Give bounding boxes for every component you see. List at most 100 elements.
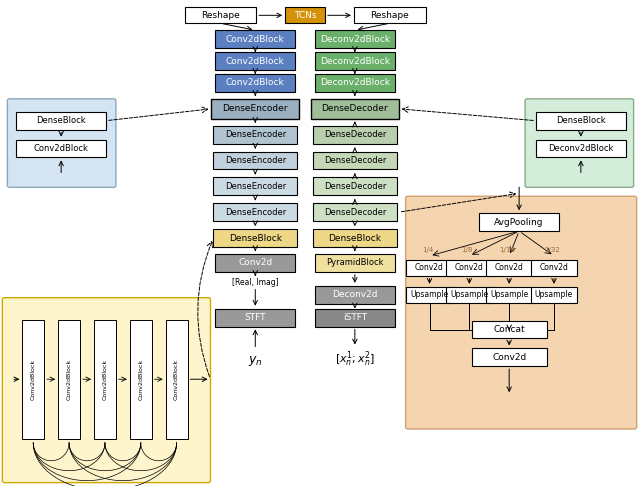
FancyBboxPatch shape xyxy=(214,203,297,221)
FancyBboxPatch shape xyxy=(446,260,493,276)
Text: Upsample: Upsample xyxy=(450,290,488,299)
FancyBboxPatch shape xyxy=(22,319,44,439)
Text: Deconv2dBlock: Deconv2dBlock xyxy=(320,78,390,88)
FancyBboxPatch shape xyxy=(216,52,295,70)
FancyBboxPatch shape xyxy=(285,7,325,23)
Text: Upsample: Upsample xyxy=(535,290,573,299)
FancyBboxPatch shape xyxy=(216,254,295,272)
FancyBboxPatch shape xyxy=(315,52,395,70)
Text: Conv2dBlock: Conv2dBlock xyxy=(102,358,108,400)
Text: 1/8: 1/8 xyxy=(461,247,473,253)
FancyBboxPatch shape xyxy=(406,260,453,276)
FancyBboxPatch shape xyxy=(313,126,397,144)
Text: Conv2dBlock: Conv2dBlock xyxy=(67,358,72,400)
Text: DenseBlock: DenseBlock xyxy=(556,116,605,125)
Text: TCNs: TCNs xyxy=(294,11,316,20)
FancyBboxPatch shape xyxy=(17,140,106,157)
FancyBboxPatch shape xyxy=(313,177,397,195)
Text: STFT: STFT xyxy=(244,313,266,322)
FancyBboxPatch shape xyxy=(315,74,395,92)
Text: Reshape: Reshape xyxy=(201,11,240,20)
FancyBboxPatch shape xyxy=(216,309,295,326)
Text: iSTFT: iSTFT xyxy=(343,313,367,322)
Text: Conv2dBlock: Conv2dBlock xyxy=(174,358,179,400)
FancyBboxPatch shape xyxy=(17,112,106,130)
Text: DenseDecoder: DenseDecoder xyxy=(321,104,388,113)
FancyBboxPatch shape xyxy=(313,151,397,169)
FancyBboxPatch shape xyxy=(214,126,297,144)
Text: Deconv2dBlock: Deconv2dBlock xyxy=(320,35,390,44)
Text: [Real, Imag]: [Real, Imag] xyxy=(232,278,278,287)
Text: Deconv2dBlock: Deconv2dBlock xyxy=(548,144,614,153)
Text: Conv2d: Conv2d xyxy=(495,263,524,272)
FancyBboxPatch shape xyxy=(216,30,295,48)
FancyBboxPatch shape xyxy=(472,320,547,338)
Text: Conv2dBlock: Conv2dBlock xyxy=(31,358,36,400)
Text: DenseEncoder: DenseEncoder xyxy=(223,104,288,113)
Text: Conv2dBlock: Conv2dBlock xyxy=(226,56,285,66)
Text: Conv2d: Conv2d xyxy=(540,263,568,272)
Text: Deconv2d: Deconv2d xyxy=(332,290,378,299)
Text: 1/4: 1/4 xyxy=(422,247,433,253)
Text: DenseDecoder: DenseDecoder xyxy=(324,207,386,217)
FancyBboxPatch shape xyxy=(58,319,80,439)
FancyBboxPatch shape xyxy=(130,319,152,439)
FancyBboxPatch shape xyxy=(315,286,395,304)
Text: DenseEncoder: DenseEncoder xyxy=(225,182,286,191)
FancyBboxPatch shape xyxy=(8,99,116,187)
Text: DenseEncoder: DenseEncoder xyxy=(225,156,286,165)
Text: DenseEncoder: DenseEncoder xyxy=(225,207,286,217)
FancyBboxPatch shape xyxy=(315,30,395,48)
FancyBboxPatch shape xyxy=(3,298,211,483)
FancyBboxPatch shape xyxy=(311,99,399,119)
FancyBboxPatch shape xyxy=(525,99,634,187)
Text: Conv2dBlock: Conv2dBlock xyxy=(226,78,285,88)
Text: 1/16: 1/16 xyxy=(499,247,515,253)
FancyBboxPatch shape xyxy=(472,348,547,366)
FancyBboxPatch shape xyxy=(94,319,116,439)
FancyBboxPatch shape xyxy=(214,229,297,247)
Text: $y_n$: $y_n$ xyxy=(248,355,262,368)
Text: Conv2d: Conv2d xyxy=(415,263,444,272)
FancyBboxPatch shape xyxy=(406,196,637,429)
Text: AvgPooling: AvgPooling xyxy=(494,218,544,226)
Text: Conv2d: Conv2d xyxy=(492,353,526,362)
FancyBboxPatch shape xyxy=(486,260,532,276)
Text: Reshape: Reshape xyxy=(371,11,409,20)
FancyBboxPatch shape xyxy=(166,319,188,439)
FancyBboxPatch shape xyxy=(315,254,395,272)
FancyBboxPatch shape xyxy=(406,287,453,302)
FancyBboxPatch shape xyxy=(531,260,577,276)
FancyBboxPatch shape xyxy=(216,74,295,92)
FancyBboxPatch shape xyxy=(313,229,397,247)
FancyBboxPatch shape xyxy=(315,309,395,326)
Text: Conv2dBlock: Conv2dBlock xyxy=(226,35,285,44)
FancyBboxPatch shape xyxy=(211,99,299,119)
FancyBboxPatch shape xyxy=(531,287,577,302)
FancyBboxPatch shape xyxy=(536,140,626,157)
Text: Upsample: Upsample xyxy=(490,290,528,299)
FancyBboxPatch shape xyxy=(479,213,559,231)
Text: DenseBlock: DenseBlock xyxy=(328,234,381,243)
Text: DenseDecoder: DenseDecoder xyxy=(324,182,386,191)
Text: Upsample: Upsample xyxy=(410,290,449,299)
Text: DenseDecoder: DenseDecoder xyxy=(324,130,386,139)
Text: DenseBlock: DenseBlock xyxy=(36,116,86,125)
Text: Conv2d: Conv2d xyxy=(455,263,484,272)
Text: DenseBlock: DenseBlock xyxy=(228,234,282,243)
Text: $[x_n^1; x_n^2]$: $[x_n^1; x_n^2]$ xyxy=(335,350,375,369)
Text: 1/32: 1/32 xyxy=(544,247,560,253)
Text: Concat: Concat xyxy=(493,325,525,334)
Text: Conv2dBlock: Conv2dBlock xyxy=(138,358,143,400)
FancyBboxPatch shape xyxy=(486,287,532,302)
FancyBboxPatch shape xyxy=(446,287,493,302)
FancyBboxPatch shape xyxy=(214,177,297,195)
Text: Deconv2dBlock: Deconv2dBlock xyxy=(320,56,390,66)
FancyBboxPatch shape xyxy=(354,7,426,23)
Text: DenseEncoder: DenseEncoder xyxy=(225,130,286,139)
Text: DenseDecoder: DenseDecoder xyxy=(324,156,386,165)
Text: Conv2d: Conv2d xyxy=(238,259,273,267)
FancyBboxPatch shape xyxy=(313,203,397,221)
Text: Conv2dBlock: Conv2dBlock xyxy=(34,144,88,153)
FancyBboxPatch shape xyxy=(214,151,297,169)
